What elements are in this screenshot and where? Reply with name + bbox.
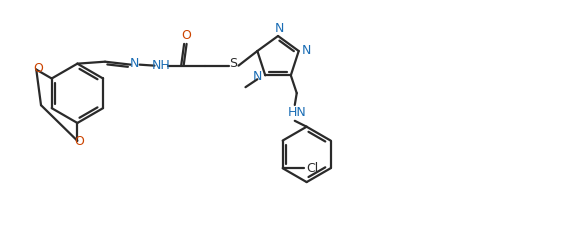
- Text: N: N: [274, 22, 284, 34]
- Text: Cl: Cl: [306, 162, 319, 175]
- Text: HN: HN: [287, 106, 306, 119]
- Text: O: O: [33, 62, 43, 75]
- Text: N: N: [253, 70, 262, 83]
- Text: S: S: [229, 57, 238, 70]
- Text: NH: NH: [152, 59, 171, 72]
- Text: N: N: [302, 44, 311, 57]
- Text: O: O: [74, 135, 84, 148]
- Text: N: N: [130, 57, 139, 70]
- Text: O: O: [181, 29, 191, 42]
